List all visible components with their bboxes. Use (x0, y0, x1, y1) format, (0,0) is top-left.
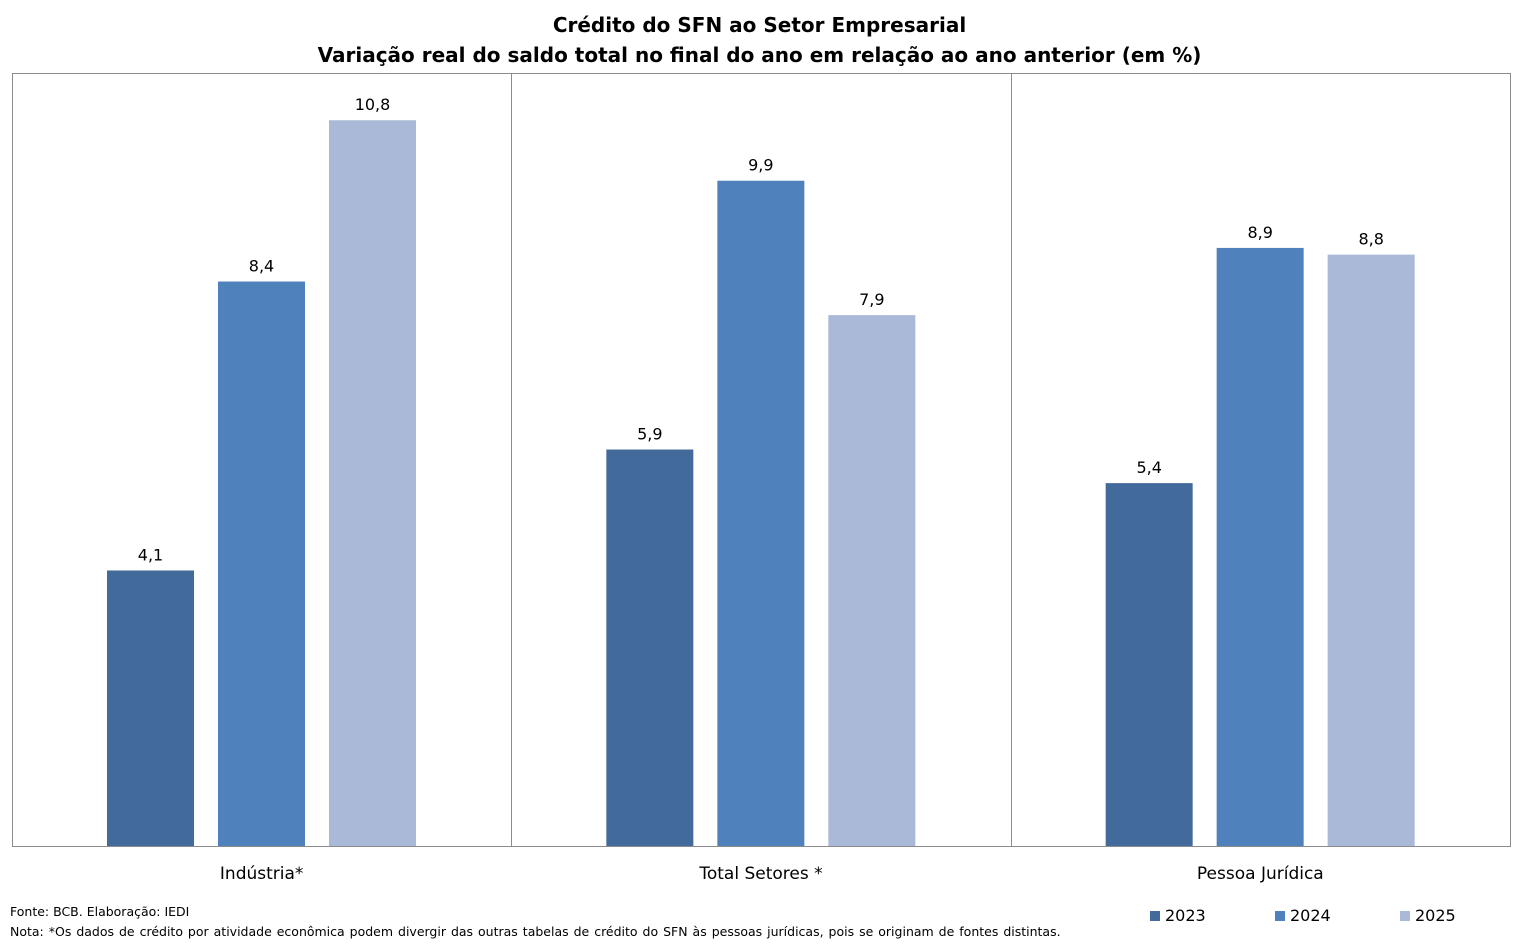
legend-swatch-2025 (1400, 910, 1410, 921)
data-label: 7,9 (859, 290, 884, 309)
category-label: Indústria* (220, 864, 304, 884)
bar-2024-1 (218, 281, 305, 846)
bar-2023-3 (1105, 483, 1193, 846)
data-label: 4,1 (138, 545, 163, 564)
legend-label-2025: 2025 (1415, 906, 1456, 925)
legend-label-2024: 2024 (1290, 906, 1331, 925)
category-label: Pessoa Jurídica (1197, 864, 1324, 884)
plot-area-border (12, 73, 1511, 847)
data-label: 5,4 (1136, 458, 1161, 477)
legend-item-2025: 2025 (1400, 906, 1519, 925)
chart-legend: 2023 2024 2025 (1150, 906, 1519, 925)
bar-2025-1 (329, 120, 416, 847)
chart-title-block: Crédito do SFN ao Setor Empresarial Vari… (0, 10, 1519, 70)
bar-2023-1 (107, 570, 194, 846)
data-label: 5,9 (637, 425, 662, 444)
bar-2025-3 (1327, 254, 1415, 846)
source-note: Fonte: BCB. Elaboração: IEDI (10, 904, 190, 919)
legend-label-2023: 2023 (1165, 906, 1206, 925)
data-label: 8,4 (249, 257, 274, 276)
data-label: 8,9 (1247, 223, 1272, 242)
chart-title: Crédito do SFN ao Setor Empresarial (552, 13, 967, 37)
legend-item-2024: 2024 (1275, 906, 1400, 925)
data-label: 9,9 (748, 156, 773, 175)
bar-chart: 4,1 8,4 10,8 Indústria* 5,9 9,9 7,9 Total Setor… (12, 73, 1511, 884)
legend-swatch-2024 (1275, 910, 1285, 921)
bar-2024-2 (717, 180, 805, 847)
footnote: Nota: *Os dados de crédito por atividade… (10, 924, 1061, 939)
chart-subtitle: Variação real do saldo total no final do… (317, 43, 1202, 67)
bar-2025-2 (828, 315, 916, 846)
legend-swatch-2023 (1150, 910, 1160, 921)
bar-2024-3 (1216, 247, 1304, 847)
bar-2023-2 (606, 449, 694, 846)
legend-item-2023: 2023 (1150, 906, 1275, 925)
data-label: 8,8 (1358, 230, 1383, 249)
data-label: 10,8 (355, 95, 391, 114)
category-label: Total Setores * (698, 864, 822, 884)
